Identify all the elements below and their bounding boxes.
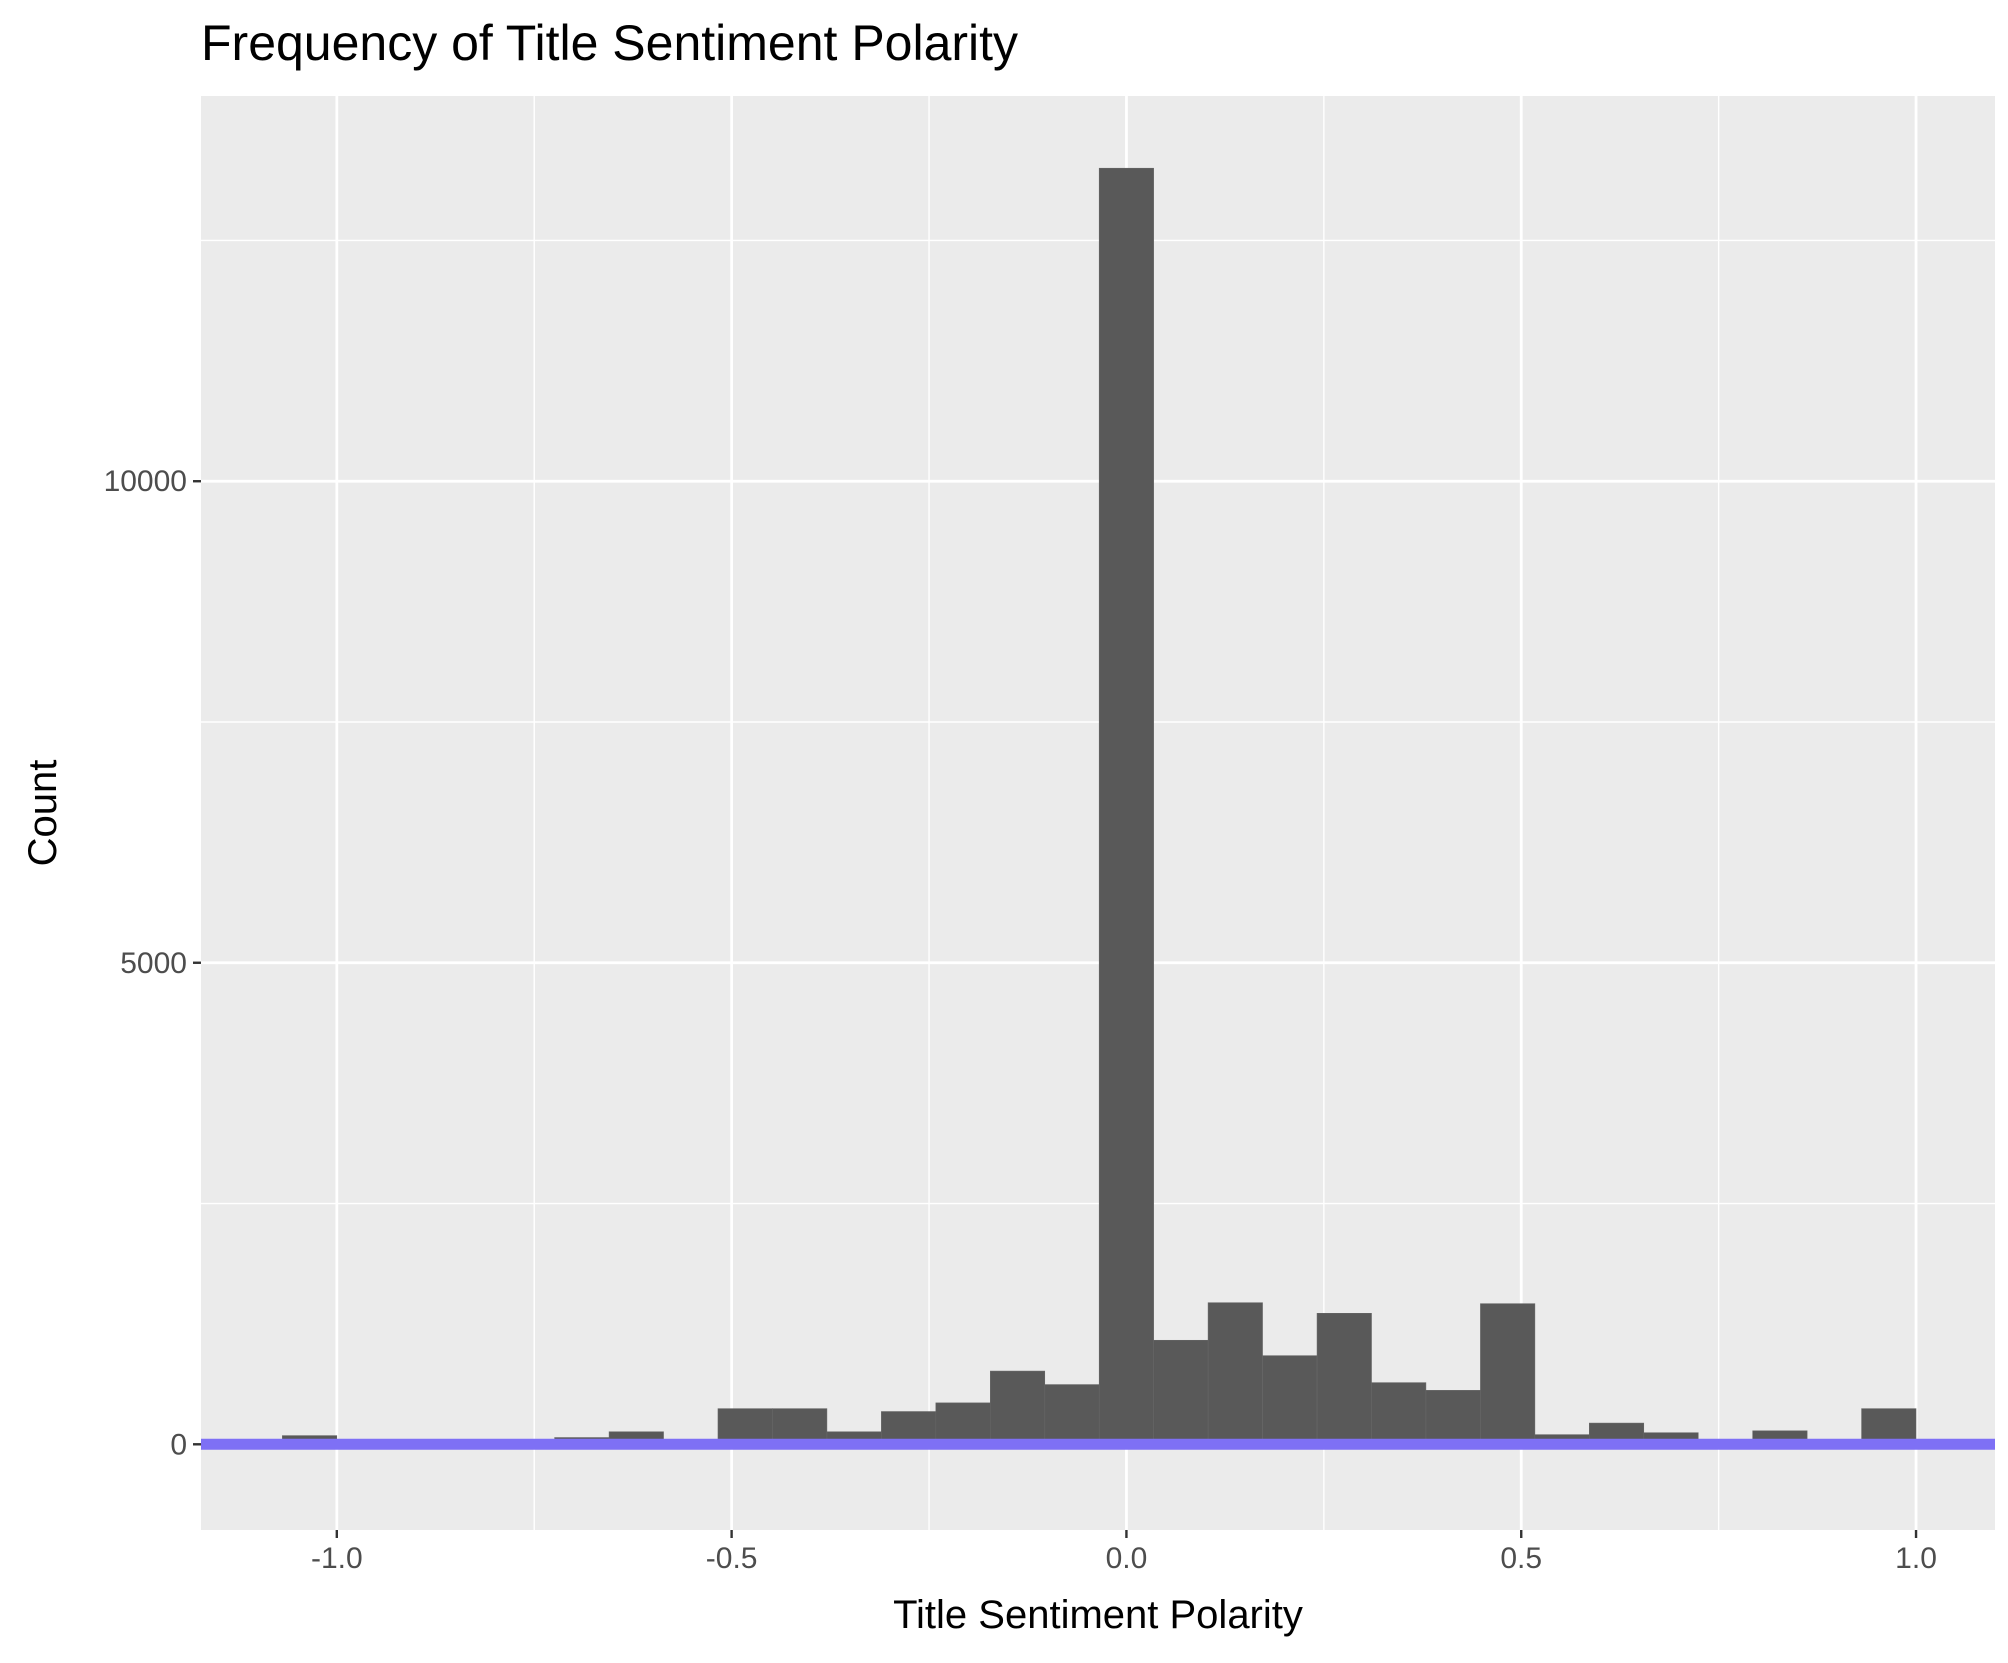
x-tick-label: -1.0 (311, 1542, 363, 1575)
histogram-bar (772, 1408, 828, 1445)
chart-title: Frequency of Title Sentiment Polarity (201, 15, 1018, 71)
histogram-bars (282, 167, 1917, 1445)
histogram-bar (717, 1408, 773, 1445)
y-tick-label: 5000 (120, 947, 187, 980)
histogram-bar (1262, 1355, 1318, 1445)
x-axis: -1.0 -0.5 0.0 0.5 1.0 (311, 1530, 1937, 1575)
x-axis-title: Title Sentiment Polarity (893, 1593, 1303, 1637)
histogram-bar (1153, 1339, 1209, 1445)
x-tick-label: 0.0 (1106, 1542, 1148, 1575)
histogram-bar (1207, 1302, 1263, 1445)
x-tick-label: 1.0 (1895, 1542, 1937, 1575)
histogram-bar (1425, 1390, 1481, 1445)
minor-gridlines (201, 96, 1995, 1530)
x-tick-label: -0.5 (706, 1542, 758, 1575)
y-tick-label: 0 (170, 1428, 187, 1461)
histogram-bar (1098, 167, 1154, 1445)
histogram-bar (990, 1370, 1046, 1445)
histogram-bar (1861, 1408, 1917, 1445)
histogram-bar (1316, 1313, 1372, 1445)
plot-panel (201, 96, 1995, 1530)
histogram-bar (1044, 1384, 1100, 1445)
histogram-bar (1480, 1303, 1536, 1445)
y-axis-title: Count (21, 760, 65, 867)
histogram-bar (935, 1402, 991, 1445)
x-tick-label: 0.5 (1500, 1542, 1542, 1575)
y-axis: 0 5000 10000 (104, 465, 201, 1461)
histogram-bar (1371, 1382, 1427, 1445)
y-tick-label: 10000 (104, 465, 187, 498)
